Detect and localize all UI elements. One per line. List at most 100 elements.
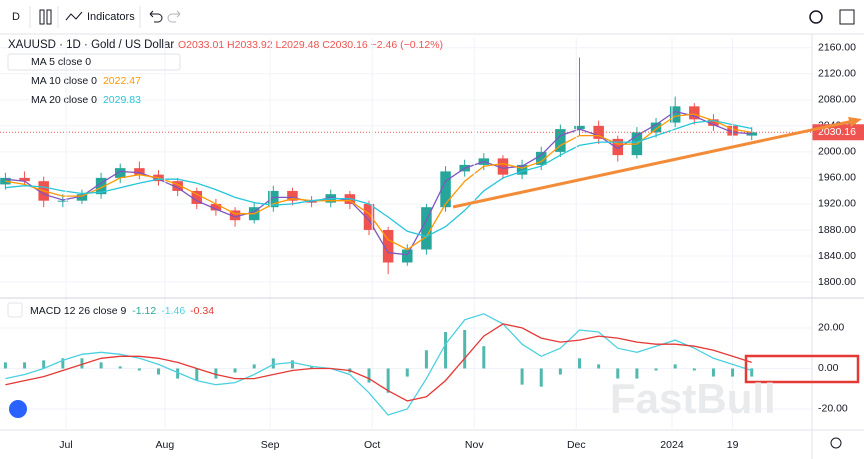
candle-body: [210, 203, 222, 211]
histogram-bar: [3, 362, 7, 369]
x-tick-label: 2024: [660, 439, 684, 451]
last-price-label: 2030.16: [818, 126, 856, 138]
candle-body: [191, 190, 203, 204]
candle-icon: [46, 9, 52, 25]
y-tick-label: 2000.00: [818, 146, 856, 158]
histogram-bar: [214, 368, 218, 379]
trend-line: [452, 118, 859, 209]
x-tick-label: Jul: [59, 439, 72, 451]
legend-name: MA 10 close 0: [31, 75, 97, 87]
y-tick-label: 1880.00: [818, 224, 856, 236]
series-line: [5, 119, 752, 238]
histogram-bar: [137, 368, 141, 371]
y-tick-label: 20.00: [818, 322, 844, 334]
candle-body: [516, 164, 528, 175]
undo-button[interactable]: [149, 10, 163, 23]
toolbar: D Indicators: [0, 6, 864, 35]
histogram-bar: [367, 368, 371, 383]
legend-name: MA 20 close 0: [31, 94, 97, 106]
indicator-value: -1.12: [132, 305, 156, 317]
candle-body: [229, 210, 241, 221]
indicator-title: MACD 12 26 close 9: [30, 305, 126, 317]
histogram-bar: [597, 364, 601, 369]
y-tick-label: 2120.00: [818, 68, 856, 80]
histogram-bar: [99, 362, 103, 369]
histogram-bar: [444, 332, 448, 369]
histogram-bar: [577, 358, 581, 369]
candle-body: [172, 181, 183, 191]
histogram-bar: [271, 358, 275, 369]
candle-body: [535, 151, 547, 165]
legend-toggle[interactable]: [7, 302, 23, 318]
y-tick-label: 1920.00: [818, 198, 856, 210]
legend-name: MA 5 close 0: [31, 56, 91, 68]
candle-body: [746, 132, 757, 136]
candle-body: [402, 249, 413, 263]
candle-body: [95, 177, 107, 195]
y-tick-label: 1840.00: [818, 250, 856, 262]
candle-body: [574, 125, 585, 130]
histogram-bar: [252, 364, 256, 369]
x-tick-label: 19: [727, 439, 739, 451]
x-tick-label: Nov: [465, 439, 484, 451]
candle-body: [19, 177, 30, 182]
candle-body: [497, 158, 509, 175]
histogram-bar: [558, 368, 562, 375]
histogram-bar: [310, 366, 314, 369]
candle-body: [268, 190, 279, 208]
indicators-icon: [65, 11, 83, 21]
histogram-bar: [731, 368, 735, 377]
trend-arrow: [848, 117, 862, 127]
indicator-value: -0.34: [190, 305, 214, 317]
histogram-bar: [673, 364, 677, 369]
histogram-bar: [635, 368, 639, 379]
histogram-bar: [195, 368, 199, 381]
candle-body: [287, 190, 298, 201]
x-tick-label: Sep: [261, 439, 280, 451]
candle-body: [669, 106, 681, 123]
redo-button[interactable]: [167, 10, 181, 23]
histogram-bar: [61, 358, 65, 369]
legend-value: 2029.83: [103, 94, 141, 106]
symbol-title: XAUUSD · 1D · Gold / US Dollar: [8, 39, 174, 51]
candle-body: [76, 194, 88, 201]
axis-settings[interactable]: [830, 437, 842, 449]
candle-body: [593, 125, 604, 139]
settings-button[interactable]: [809, 10, 823, 24]
y-tick-label: 0.00: [818, 362, 839, 374]
histogram-bar: [176, 368, 180, 379]
candle-body: [134, 168, 145, 175]
candle-body: [57, 200, 69, 202]
fullscreen-button[interactable]: [839, 9, 855, 25]
candle-body: [555, 129, 566, 152]
y-tick-label: 2080.00: [818, 94, 856, 106]
legend-value: 2022.47: [103, 75, 141, 87]
indicator-value: -1.46: [161, 305, 185, 317]
histogram-bar: [654, 368, 658, 371]
candle-icon[interactable]: [39, 9, 45, 25]
candle-body: [708, 119, 719, 126]
histogram-bar: [616, 368, 620, 379]
histogram-bar: [482, 346, 486, 369]
histogram-bar: [539, 368, 543, 387]
ohlc-values: O2033.01 H2033.92 L2029.48 C2030.16 −2.4…: [178, 39, 443, 51]
histogram-bar: [711, 368, 715, 377]
histogram-bar: [118, 366, 122, 369]
interval-button[interactable]: D: [12, 11, 20, 23]
candle-body: [440, 171, 451, 208]
histogram-bar: [233, 368, 237, 373]
indicators-button[interactable]: Indicators: [87, 11, 135, 23]
candle-body: [382, 229, 394, 263]
series-line: [5, 323, 752, 402]
candle-body: [363, 203, 375, 230]
histogram-bar: [42, 360, 46, 369]
candle-body: [421, 207, 432, 250]
y-tick-label: 1960.00: [818, 172, 856, 184]
logo: [9, 400, 27, 418]
histogram-bar: [290, 360, 294, 369]
histogram-bar: [520, 368, 524, 385]
y-tick-label: 2160.00: [818, 42, 856, 54]
histogram-bar: [157, 368, 161, 375]
histogram-bar: [80, 358, 84, 369]
